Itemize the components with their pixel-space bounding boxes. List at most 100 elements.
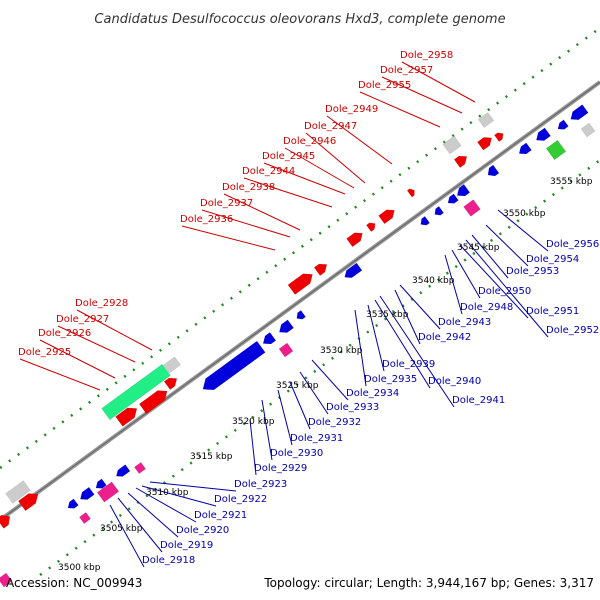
- reverse-gene: [262, 332, 277, 345]
- leader-line: [135, 487, 197, 523]
- tick-label: 3550 kbp: [503, 209, 546, 219]
- leader-line: [394, 289, 421, 345]
- leader-line: [401, 61, 476, 103]
- gene-label[interactable]: Dole_2935: [364, 374, 417, 385]
- reverse-gene: [67, 498, 79, 509]
- leader-line: [127, 492, 179, 538]
- gene-label[interactable]: Dole_2922: [214, 494, 267, 505]
- gene-label[interactable]: Dole_2926: [38, 328, 91, 339]
- gene-label[interactable]: Dole_2918: [142, 555, 195, 566]
- gene-labels: Dole_2925 Dole_2926 Dole_2927 Dole_2928 Dole…: [18, 50, 599, 566]
- gene-label[interactable]: Dole_2921: [194, 510, 247, 521]
- other-feature: [163, 356, 181, 374]
- gene-label[interactable]: Dole_2953: [506, 266, 559, 277]
- forward-gene: [138, 390, 168, 415]
- leader-line: [305, 132, 366, 184]
- reverse-gene: [344, 262, 363, 279]
- gene-label[interactable]: Dole_2952: [546, 325, 599, 336]
- highlight-gene: [101, 363, 171, 421]
- reverse-gene: [202, 340, 266, 391]
- topology-summary: Topology: circular; Length: 3,944,167 bp…: [263, 576, 594, 590]
- gene-label[interactable]: Dole_2938: [222, 182, 275, 193]
- gene-label[interactable]: Dole_2955: [358, 80, 411, 91]
- gene-label[interactable]: Dole_2934: [346, 388, 399, 399]
- leader-line: [284, 147, 355, 189]
- gene-label[interactable]: Dole_2939: [382, 359, 435, 370]
- forward-gene: [378, 209, 395, 225]
- leader-line: [459, 244, 529, 319]
- tick-label: 3510 kbp: [146, 488, 189, 498]
- gene-label[interactable]: Dole_2937: [200, 198, 253, 209]
- forward-gene: [313, 263, 328, 276]
- gene-label[interactable]: Dole_2930: [270, 448, 323, 459]
- gene-label[interactable]: Dole_2958: [400, 50, 453, 61]
- gene-label[interactable]: Dole_2933: [326, 402, 379, 413]
- accession-text: Accession: NC_009943: [6, 576, 142, 590]
- reverse-gene: [296, 310, 306, 320]
- tick-label: 3555 kbp: [550, 177, 593, 187]
- leader-line: [379, 295, 455, 408]
- leader-line: [263, 162, 346, 195]
- gene-label[interactable]: Dole_2946: [283, 136, 336, 147]
- gene-label[interactable]: Dole_2931: [290, 433, 343, 444]
- rna-gene: [278, 342, 294, 358]
- gene-label[interactable]: Dole_2928: [75, 298, 128, 309]
- gene-label[interactable]: Dole_2951: [526, 306, 579, 317]
- leader-line: [374, 299, 431, 389]
- forward-gene: [163, 377, 178, 390]
- other-feature: [442, 135, 462, 155]
- leader-line: [109, 504, 145, 568]
- leader-line: [223, 193, 301, 231]
- tick-label: 3520 kbp: [232, 417, 275, 427]
- leader-line: [354, 309, 367, 387]
- gene-label[interactable]: Dole_2956: [546, 239, 599, 250]
- gene-label[interactable]: Dole_2945: [262, 151, 315, 162]
- gene-label[interactable]: Dole_2950: [478, 286, 531, 297]
- tick-label: 3545 kbp: [457, 243, 500, 253]
- leader-line: [76, 309, 153, 351]
- gene-label[interactable]: Dole_2944: [242, 166, 295, 177]
- reverse-gene: [95, 478, 107, 489]
- gene-label[interactable]: Dole_2954: [526, 254, 579, 265]
- other-feature: [580, 122, 596, 138]
- gene-label[interactable]: Dole_2925: [18, 347, 71, 358]
- gene-label[interactable]: Dole_2929: [254, 463, 307, 474]
- leader-line: [261, 399, 273, 461]
- gene-label[interactable]: Dole_2920: [176, 525, 229, 536]
- gene-label[interactable]: Dole_2923: [234, 479, 287, 490]
- gene-label[interactable]: Dole_2936: [180, 214, 233, 225]
- leader-line: [451, 249, 481, 299]
- gene-label[interactable]: Dole_2927: [56, 314, 109, 325]
- forward-gene: [477, 137, 492, 151]
- gene-label[interactable]: Dole_2919: [160, 540, 213, 551]
- forward-gene: [287, 273, 313, 295]
- gene-label[interactable]: Dole_2940: [428, 376, 481, 387]
- genome-axis-line: [0, 81, 600, 521]
- leader-line: [19, 358, 101, 391]
- reverse-gene: [447, 193, 459, 204]
- forward-gene: [18, 493, 39, 512]
- gene-label[interactable]: Dole_2948: [460, 302, 513, 313]
- gene-label[interactable]: Dole_2947: [304, 121, 357, 132]
- gene-label[interactable]: Dole_2942: [418, 332, 471, 343]
- reverse-gene: [456, 184, 471, 197]
- reverse-gene: [80, 486, 95, 500]
- rna-gene: [79, 512, 91, 524]
- label-leader-lines: [19, 61, 549, 568]
- gene-label[interactable]: Dole_2943: [438, 317, 491, 328]
- gene-label[interactable]: Dole_2957: [380, 65, 433, 76]
- gene-label[interactable]: Dole_2949: [325, 104, 378, 115]
- leader-line: [289, 381, 311, 430]
- gene-features: [0, 104, 596, 588]
- tick-label: 3530 kbp: [320, 346, 363, 356]
- other-feature: [477, 112, 495, 128]
- rna-gene: [0, 572, 13, 588]
- tick-label: 3540 kbp: [412, 276, 455, 286]
- rna-gene: [134, 462, 146, 474]
- reverse-gene: [518, 142, 532, 155]
- other-feature: [545, 139, 567, 161]
- leader-line: [249, 419, 257, 476]
- reverse-gene: [487, 164, 500, 177]
- gene-label[interactable]: Dole_2941: [452, 395, 505, 406]
- gene-label[interactable]: Dole_2932: [308, 417, 361, 428]
